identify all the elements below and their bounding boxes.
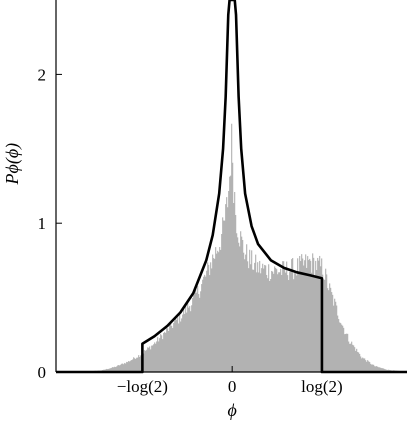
ticks-layer: −log(2) 0 log(2) 0 1 2 bbox=[38, 65, 343, 396]
y-tick-label-1: 1 bbox=[38, 214, 47, 233]
curve-layer bbox=[56, 0, 407, 374]
y-tick-label-0: 0 bbox=[38, 363, 47, 382]
histogram-layer bbox=[79, 123, 401, 372]
y-tick-label-2: 2 bbox=[38, 65, 47, 84]
x-tick-label-0: −log(2) bbox=[117, 377, 168, 396]
x-tick-label-1: 0 bbox=[228, 377, 237, 396]
x-tick-label-2: log(2) bbox=[301, 377, 343, 396]
x-axis-label: ϕ bbox=[227, 400, 236, 420]
y-axis-label-group: Pϕ(ϕ) bbox=[2, 143, 23, 186]
y-axis-label: Pϕ(ϕ) bbox=[2, 143, 23, 186]
density-curve bbox=[56, 0, 407, 374]
